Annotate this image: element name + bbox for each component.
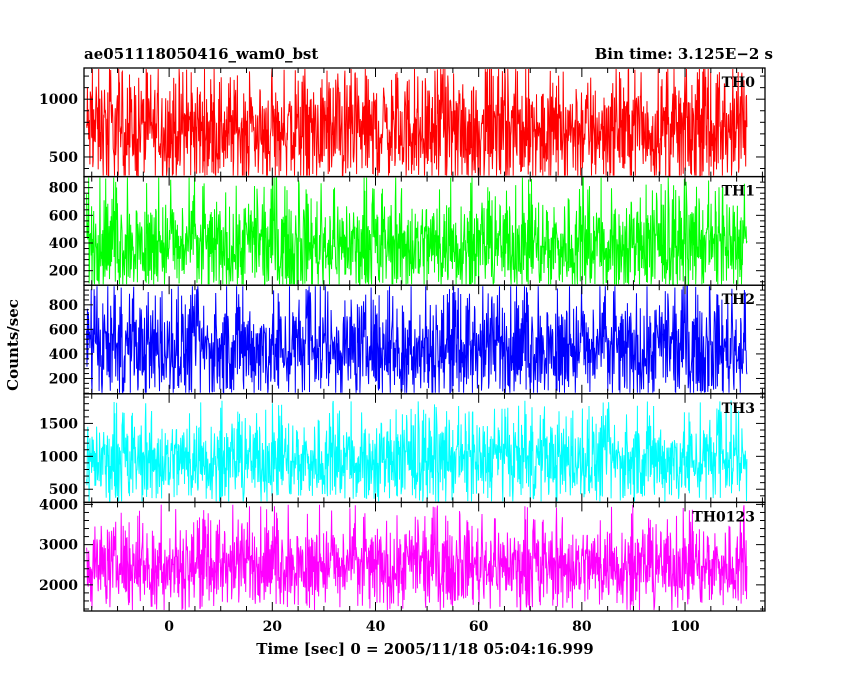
x-tick-label: 60 — [469, 619, 489, 635]
y-tick-label: 2000 — [39, 578, 78, 594]
panel-label-th0: TH0 — [722, 75, 756, 91]
source-label: ae051118050416_wam0_bst — [84, 45, 318, 63]
panel-label-th1: TH1 — [722, 184, 755, 200]
panel-frame — [83, 501, 766, 612]
y-tick-label: 500 — [49, 482, 78, 498]
x-tick-label: 40 — [366, 619, 386, 635]
y-tick-label: 1000 — [39, 92, 78, 108]
panel-th1: TH1 200 400 600 800 — [49, 175, 766, 286]
y-tick-label: 400 — [49, 236, 78, 252]
series-th2 — [86, 285, 748, 395]
y-tick-label: 400 — [49, 347, 78, 363]
x-tick-label: 100 — [670, 619, 699, 635]
y-tick-label: 600 — [49, 322, 78, 338]
panel-th2: TH2 200 400 600 800 — [49, 284, 766, 395]
y-tick-label: 500 — [49, 150, 78, 166]
bin-time-label: Bin time: 3.125E−2 s — [595, 45, 773, 63]
x-tick-label: 80 — [572, 619, 592, 635]
y-tick-label: 200 — [49, 371, 78, 387]
panel-th0123: TH0123 2000 3000 4000 — [39, 497, 766, 612]
y-tick-label: 800 — [49, 298, 78, 314]
x-tick-label: 20 — [263, 619, 283, 635]
panels-group: TH05001000TH1200400600800TH2200400600800… — [39, 67, 766, 635]
panel-th3: TH3 500 1000 1500 — [39, 393, 766, 504]
y-axis-label: Counts/sec — [4, 299, 22, 391]
series-th0 — [86, 68, 748, 178]
panel-label-th3: TH3 — [722, 401, 755, 417]
x-tick-label: 0 — [164, 619, 174, 635]
y-tick-label: 800 — [49, 181, 78, 197]
panel-label-th0123: TH0123 — [692, 509, 755, 525]
y-tick-label: 200 — [49, 264, 78, 280]
y-tick-label: 600 — [49, 208, 78, 224]
series-th1 — [86, 175, 748, 286]
y-tick-label: 3000 — [39, 538, 78, 554]
y-tick-label: 1500 — [39, 416, 78, 432]
series-th3 — [86, 400, 748, 503]
panel-label-th2: TH2 — [722, 292, 755, 308]
x-axis-label: Time [sec] 0 = 2005/11/18 05:04:16.999 — [256, 640, 593, 658]
series-th0123 — [86, 504, 748, 611]
y-tick-label: 4000 — [39, 497, 78, 513]
panel-th0: TH0 500 1000 — [39, 67, 766, 178]
y-tick-label: 1000 — [39, 449, 78, 465]
